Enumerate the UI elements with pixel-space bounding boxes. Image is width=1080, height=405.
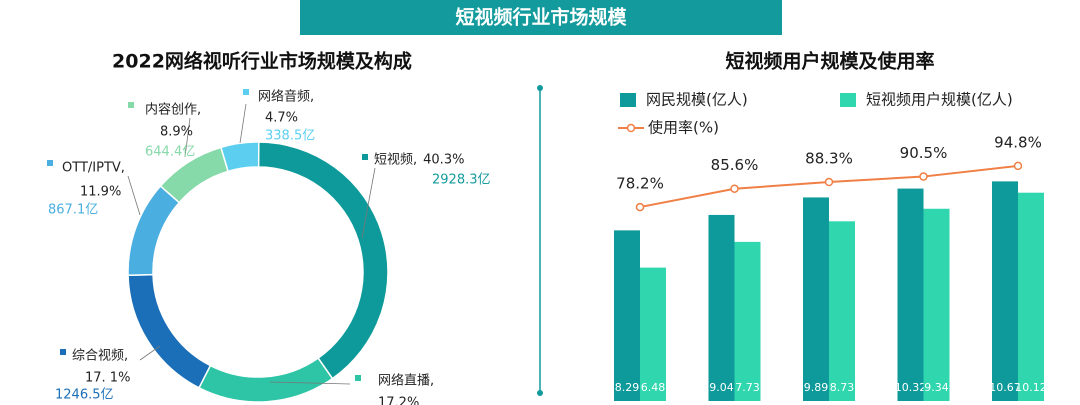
- donut-slice: [220, 141, 260, 173]
- bar: [803, 197, 829, 401]
- bar: [897, 188, 924, 401]
- bar-value-label: 10.32: [895, 381, 927, 394]
- bar: [640, 267, 666, 401]
- slice-amount: 644.4亿: [145, 145, 195, 160]
- slice-name: 网络直播,: [378, 373, 434, 389]
- slice-name: 综合视频,: [72, 349, 128, 364]
- bar-value-label: 9.04: [709, 381, 734, 394]
- leader-line: [139, 345, 161, 361]
- slice-name: 网络音频,: [258, 89, 314, 105]
- divider-dot: [537, 390, 543, 396]
- slice-name: 短视频,: [374, 153, 417, 168]
- line-value-label: 88.3%: [805, 150, 853, 168]
- legend-marker: [626, 123, 636, 133]
- bar: [923, 208, 950, 401]
- leader-line: [239, 103, 247, 144]
- donut-slice: [127, 184, 181, 277]
- header-bar: [300, 0, 782, 35]
- bar: [734, 241, 761, 401]
- slice-percent: 40.3%: [423, 153, 464, 168]
- legend-swatch: [840, 93, 856, 107]
- donut-slice: [127, 273, 212, 389]
- legend-swatch: [620, 93, 636, 107]
- donut-slice: [257, 141, 389, 380]
- leader-line: [269, 381, 351, 385]
- chart-title: 2022网络视听行业市场规模及构成: [112, 50, 412, 73]
- slice-percent: 8.9%: [160, 125, 193, 140]
- legend-swatch: [243, 89, 249, 95]
- donut-slice: [197, 357, 334, 403]
- leader-line: [184, 117, 191, 158]
- leader-line: [127, 175, 141, 216]
- bar-value-label: 9.89: [804, 381, 829, 394]
- bar-value-label: 6.48: [641, 381, 666, 394]
- legend-swatch: [355, 375, 361, 381]
- legend-swatch: [60, 349, 66, 355]
- slice-amount: 338.5亿: [265, 129, 315, 144]
- line-value-label: 94.8%: [994, 133, 1042, 151]
- bar: [614, 230, 640, 401]
- slice-amount: 867.1亿: [48, 203, 98, 218]
- slice-percent: 4.7%: [265, 111, 298, 126]
- slice-name: OTT/IPTV,: [62, 161, 125, 176]
- slice-percent: 17.2%: [378, 396, 419, 405]
- line-point: [824, 177, 834, 187]
- divider-dot: [537, 85, 543, 91]
- slice-amount: 2928.3亿: [432, 173, 491, 188]
- legend-swatch: [47, 160, 53, 166]
- bar-value-label: 8.73: [830, 381, 855, 394]
- slice-percent: 11.9%: [80, 185, 121, 200]
- slice-amount: 1246.5亿: [55, 388, 114, 403]
- slice-percent: 17. 1%: [85, 371, 130, 386]
- line-point: [730, 184, 739, 193]
- legend-label: 网民规模(亿人): [646, 91, 748, 109]
- bar-value-label: 10.67: [989, 381, 1021, 394]
- chart-title: 短视频用户规模及使用率: [725, 50, 934, 73]
- legend-swatch: [128, 102, 134, 108]
- line-point: [635, 202, 645, 212]
- bar: [829, 221, 855, 401]
- bar: [708, 214, 735, 401]
- line-value-label: 78.2%: [616, 175, 664, 193]
- slice-name: 内容创作,: [145, 102, 201, 118]
- line-point: [1013, 161, 1023, 171]
- bar-value-label: 8.29: [615, 381, 640, 394]
- bar-value-label: 7.73: [735, 381, 760, 394]
- header-title: 短视频行业市场规模: [455, 6, 627, 29]
- leader-line: [361, 167, 376, 239]
- legend-swatch: [362, 154, 368, 160]
- bar: [1018, 192, 1044, 401]
- bar: [992, 181, 1018, 401]
- line-value-label: 90.5%: [900, 144, 948, 162]
- bar-value-label: 9.34: [924, 381, 949, 394]
- line-value-label: 85.6%: [711, 156, 759, 174]
- legend-label: 短视频用户规模(亿人): [866, 91, 1013, 109]
- legend-label: 使用率(%): [648, 119, 719, 137]
- line-point: [919, 172, 928, 181]
- bar-value-label: 10.12: [1015, 381, 1047, 394]
